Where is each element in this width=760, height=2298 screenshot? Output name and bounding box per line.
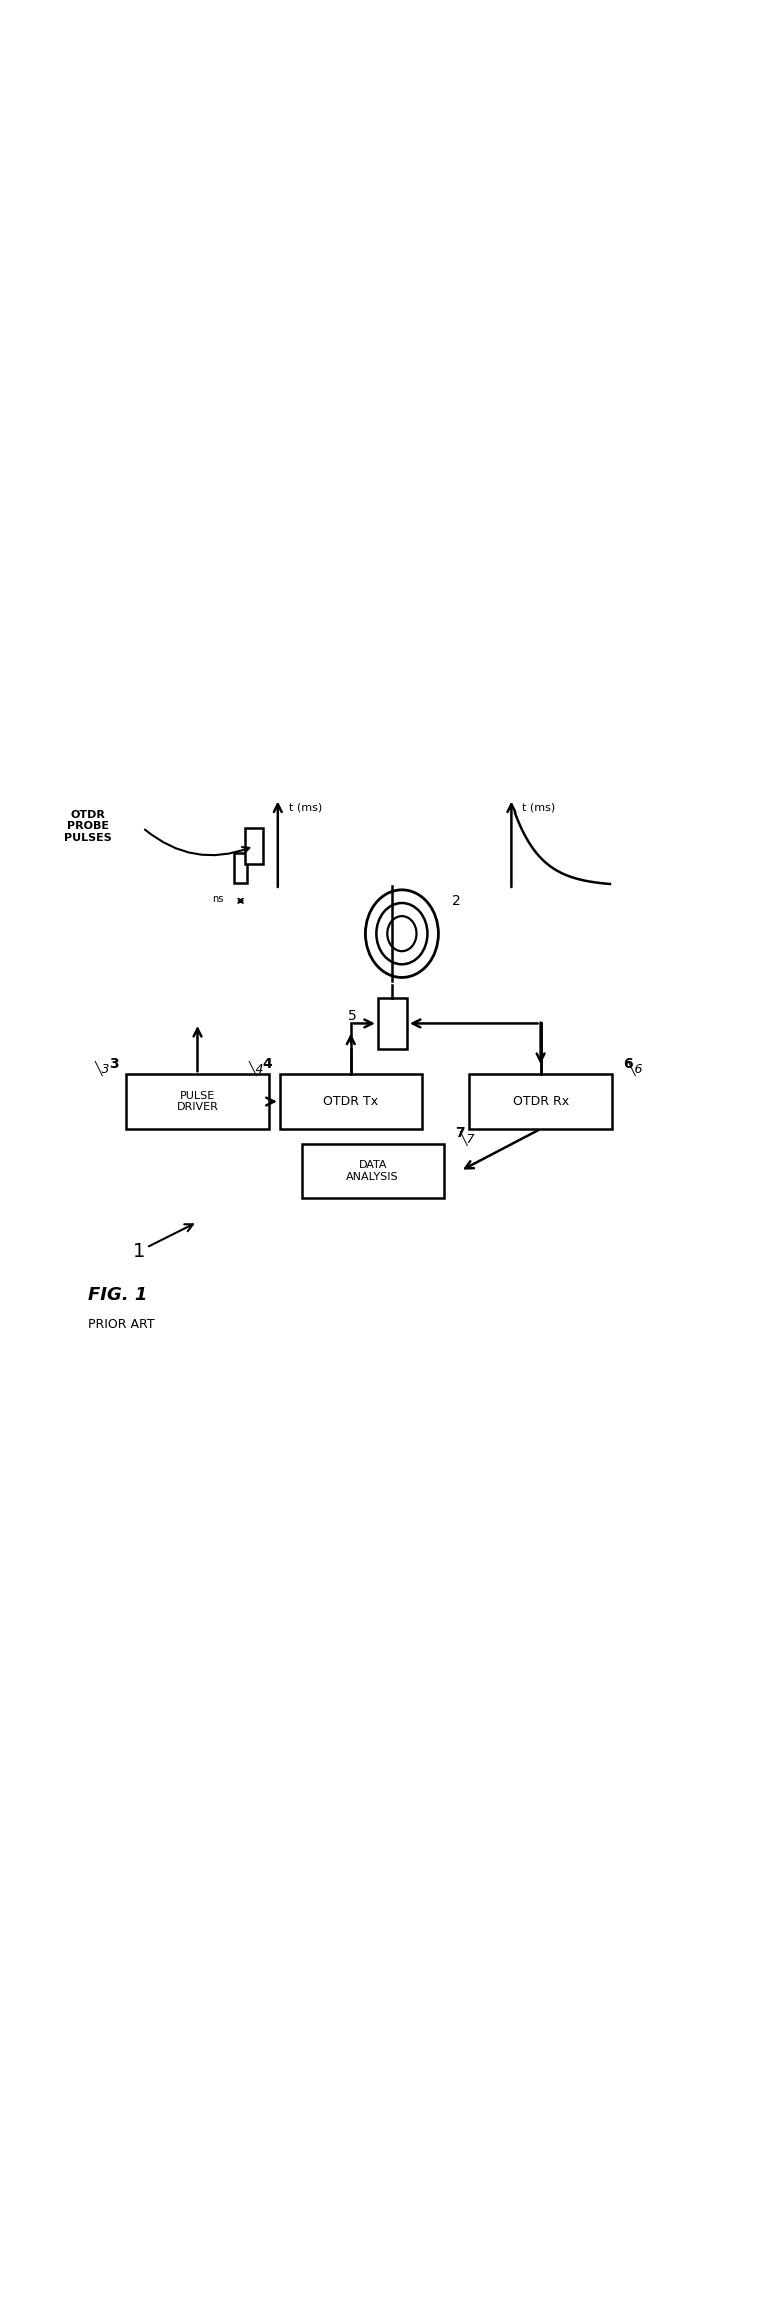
FancyBboxPatch shape [378, 997, 407, 1048]
FancyBboxPatch shape [280, 1073, 422, 1128]
Text: OTDR Rx: OTDR Rx [512, 1096, 568, 1108]
Text: 4: 4 [262, 1057, 272, 1071]
Text: 2: 2 [452, 894, 461, 908]
Text: ╲7: ╲7 [460, 1131, 475, 1147]
Text: 1: 1 [133, 1241, 145, 1262]
Bar [234, 853, 247, 882]
Text: 6: 6 [623, 1057, 633, 1071]
FancyBboxPatch shape [126, 1073, 269, 1128]
Text: 5: 5 [348, 1009, 356, 1023]
Text: ╲3: ╲3 [95, 1062, 110, 1075]
Text: ╲6: ╲6 [628, 1062, 643, 1075]
FancyBboxPatch shape [302, 1144, 444, 1197]
Text: OTDR Tx: OTDR Tx [323, 1096, 378, 1108]
Text: PULSE
DRIVER: PULSE DRIVER [176, 1092, 218, 1112]
Text: ╲4: ╲4 [249, 1062, 264, 1075]
Text: FIG. 1: FIG. 1 [88, 1287, 147, 1303]
FancyBboxPatch shape [470, 1073, 612, 1128]
Bar [245, 827, 263, 864]
Text: OTDR
PROBE
PULSES: OTDR PROBE PULSES [64, 809, 112, 843]
Text: 3: 3 [109, 1057, 119, 1071]
Text: DATA
ANALYSIS: DATA ANALYSIS [347, 1160, 399, 1181]
Text: t (ms): t (ms) [522, 802, 556, 811]
Text: PRIOR ART: PRIOR ART [88, 1317, 154, 1331]
Text: 7: 7 [455, 1126, 465, 1140]
Text: ns: ns [212, 894, 223, 903]
Text: t (ms): t (ms) [289, 802, 322, 811]
